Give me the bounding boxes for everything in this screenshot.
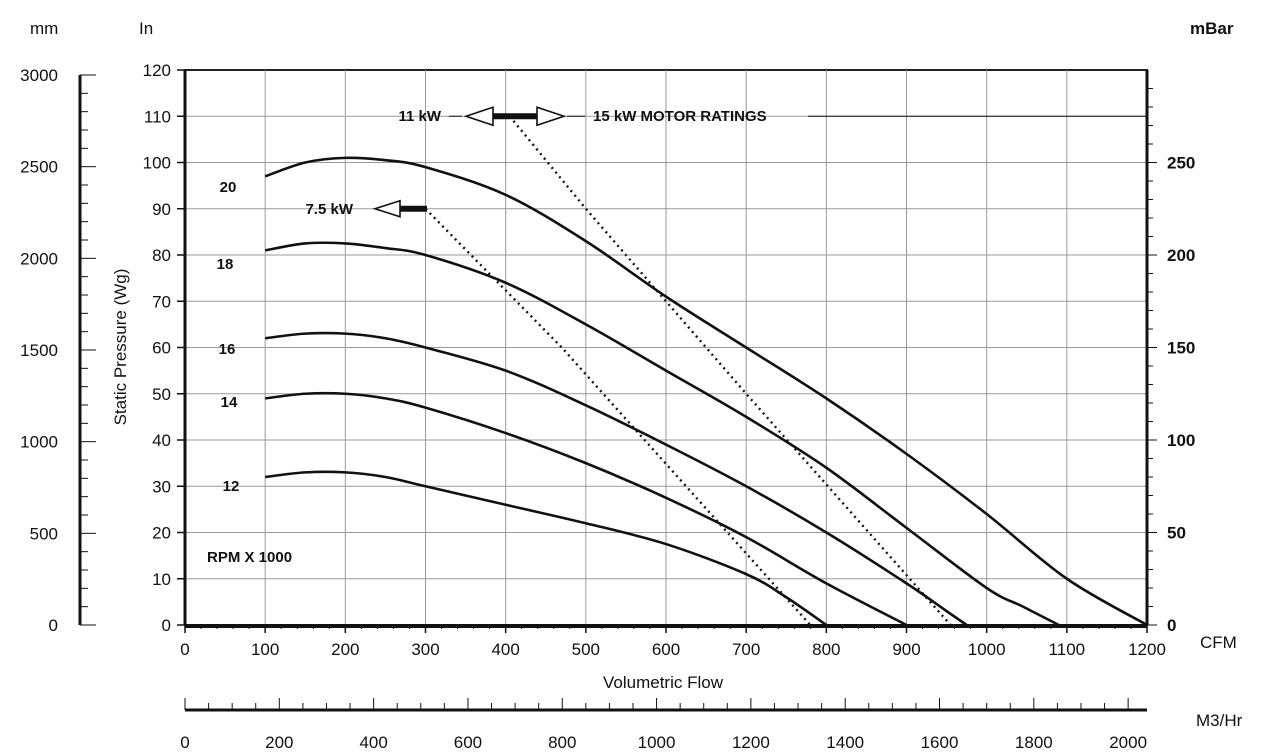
y-tick-label: 70 xyxy=(152,292,171,311)
mbar-tick-label: 150 xyxy=(1167,339,1195,358)
rpm-unit-label: RPM X 1000 xyxy=(207,549,292,566)
motor-rating-line xyxy=(424,207,812,626)
x-axis-title: Volumetric Flow xyxy=(603,673,724,692)
x-tick-label: 600 xyxy=(652,640,680,659)
x-tick-label: 0 xyxy=(180,640,189,659)
arrow-left-icon xyxy=(463,106,494,127)
motor-7-5kw-label: 7.5 kW xyxy=(305,201,353,218)
x-tick-label: 1100 xyxy=(1049,640,1086,659)
rpm-curve-label: 12 xyxy=(223,478,240,495)
y-tick-label: 100 xyxy=(143,154,171,173)
y-tick-label: 20 xyxy=(152,524,171,543)
m3hr-tick-label: 2000 xyxy=(1109,733,1147,752)
mm-tick-label: 1500 xyxy=(20,341,58,360)
y-tick-label: 0 xyxy=(162,616,171,635)
rpm-curve-18 xyxy=(264,241,1060,627)
rpm-curves: 20 18 16 14 12 xyxy=(217,156,1148,627)
mbar-tick-label: 50 xyxy=(1167,524,1186,543)
mbar-unit-label: mBar xyxy=(1190,19,1234,38)
rpm-curve-14 xyxy=(265,391,908,627)
mbar-tick-label: 250 xyxy=(1167,154,1195,173)
m3hr-tick-label: 1200 xyxy=(732,733,770,752)
y-tick-label: 50 xyxy=(152,385,171,404)
m3hr-tick-label: 1000 xyxy=(638,733,676,752)
m3hr-tick-label: 200 xyxy=(265,733,293,752)
m3hr-tick-label: 400 xyxy=(359,733,387,752)
mm-tick-label: 2000 xyxy=(20,249,58,268)
arrow-right-icon xyxy=(536,106,567,127)
x-tick-label: 900 xyxy=(892,640,920,659)
x-tick-label: 1200 xyxy=(1128,640,1166,659)
m3hr-tick-label: 600 xyxy=(454,733,482,752)
x-tick-label: 700 xyxy=(732,640,760,659)
motor-rating-line xyxy=(508,115,952,626)
mbar-axis: 0 50 100 150 200 250 xyxy=(1145,70,1195,635)
rpm-curve-20 xyxy=(264,156,1148,627)
arrow-left-icon xyxy=(372,199,401,218)
mbar-tick-label: 0 xyxy=(1167,616,1176,635)
x-tick-label: 1000 xyxy=(968,640,1006,659)
x-tick-label: 500 xyxy=(572,640,600,659)
m3hr-tick-label: 1400 xyxy=(826,733,864,752)
mm-tick-label: 3000 xyxy=(20,66,58,85)
y-tick-label: 80 xyxy=(152,246,171,265)
x-tick-label: 100 xyxy=(251,640,279,659)
y-axis-title: Static Pressure (Wg) xyxy=(111,269,130,426)
x-tick-label: 300 xyxy=(411,640,439,659)
motor-ratings-label: 15 kW MOTOR RATINGS xyxy=(593,108,767,125)
rpm-curve-12 xyxy=(265,470,828,627)
cfm-unit-label: CFM xyxy=(1200,633,1237,652)
inches-unit-label: In xyxy=(139,19,153,38)
mm-tick-label: 0 xyxy=(49,616,58,635)
grid xyxy=(185,70,1147,625)
m3hr-tick-label: 0 xyxy=(180,733,189,752)
mm-tick-label: 500 xyxy=(30,524,58,543)
x-tick-label: 200 xyxy=(331,640,359,659)
rpm-curve-label: 18 xyxy=(217,256,234,273)
arrow-shaft xyxy=(493,113,537,120)
x-tick-label: 800 xyxy=(812,640,840,659)
y-tick-label: 110 xyxy=(144,107,171,126)
mm-unit-label: mm xyxy=(30,19,58,38)
inches-axis: 0 10 20 30 40 50 60 70 80 90 100 110 120 xyxy=(143,61,187,635)
m3hr-tick-label: 1800 xyxy=(1015,733,1053,752)
mm-tick-label: 1000 xyxy=(20,433,58,452)
y-tick-label: 120 xyxy=(143,61,171,80)
rpm-curve-label: 14 xyxy=(221,394,238,411)
y-tick-label: 40 xyxy=(152,431,171,450)
m3hr-axis: 0 200 400 600 800 1000 1200 1400 1600 1800 2000 xyxy=(180,698,1147,752)
mm-tick-label: 2500 xyxy=(20,158,58,177)
arrow-shaft xyxy=(400,205,427,212)
m3hr-unit-label: M3/Hr xyxy=(1196,711,1243,730)
motor-rating-lines xyxy=(372,106,1147,626)
motor-11kw-label: 11 kW xyxy=(398,108,441,125)
rpm-curve-label: 20 xyxy=(220,179,237,196)
y-tick-label: 30 xyxy=(152,477,171,496)
m3hr-tick-label: 1600 xyxy=(921,733,959,752)
mbar-tick-label: 200 xyxy=(1167,246,1195,265)
mbar-tick-label: 100 xyxy=(1167,431,1195,450)
y-tick-label: 90 xyxy=(152,200,171,219)
y-tick-label: 10 xyxy=(152,570,171,589)
m3hr-tick-label: 800 xyxy=(548,733,576,752)
mm-axis: 0 500 1000 1500 2000 2500 3000 xyxy=(20,66,96,635)
x-tick-label: 400 xyxy=(491,640,519,659)
rpm-curve-16 xyxy=(265,331,968,627)
y-tick-label: 60 xyxy=(152,339,171,358)
rpm-curve-label: 16 xyxy=(219,341,236,358)
cfm-axis: 0 100 200 300 400 500 600 700 800 900 1000 1100 1200 xyxy=(180,624,1166,659)
